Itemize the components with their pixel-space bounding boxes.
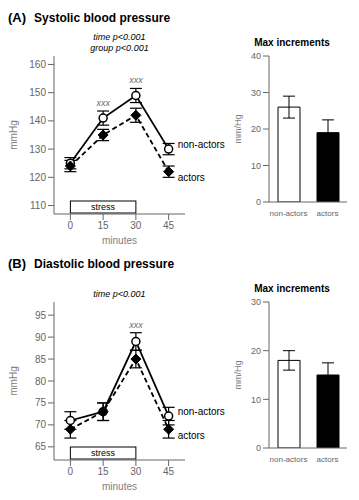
html-text:Diastolic blood pressure: Diastolic blood pressure xyxy=(34,257,175,271)
html-text:Max increments: Max increments xyxy=(254,283,330,294)
svg-text:80: 80 xyxy=(35,376,47,387)
svg-text:non-actors: non-actors xyxy=(178,406,225,417)
svg-text:65: 65 xyxy=(35,441,47,452)
html-text:(B): (B) xyxy=(8,256,26,271)
svg-text:0: 0 xyxy=(256,197,261,207)
svg-text:130: 130 xyxy=(29,144,46,155)
svg-text:non-actors: non-actors xyxy=(178,139,225,150)
svg-text:minutes: minutes xyxy=(102,481,137,492)
svg-text:75: 75 xyxy=(35,397,47,408)
svg-text:30: 30 xyxy=(251,88,261,98)
svg-text:minutes: minutes xyxy=(102,235,137,246)
svg-text:70: 70 xyxy=(35,419,47,430)
svg-text:actors: actors xyxy=(178,172,205,183)
svg-text:110: 110 xyxy=(30,200,46,211)
svg-text:10: 10 xyxy=(251,395,261,405)
svg-text:160: 160 xyxy=(29,59,46,70)
svg-text:15: 15 xyxy=(98,220,110,231)
svg-text:non-actors: non-actors xyxy=(270,209,308,218)
svg-text:time p<0.001: time p<0.001 xyxy=(93,289,145,299)
svg-text:10: 10 xyxy=(251,161,261,171)
svg-text:45: 45 xyxy=(163,466,175,477)
svg-text:90: 90 xyxy=(35,332,47,343)
svg-text:xxx: xxx xyxy=(128,320,143,330)
svg-text:0: 0 xyxy=(68,466,74,477)
svg-text:mmHg: mmHg xyxy=(8,366,19,395)
svg-text:45: 45 xyxy=(163,220,175,231)
svg-text:40: 40 xyxy=(251,51,261,61)
svg-text:mm/Hg: mm/Hg xyxy=(233,115,243,144)
html-text:Max increments: Max increments xyxy=(254,37,330,48)
svg-text:time p<0.001group p<0.001: time p<0.001group p<0.001 xyxy=(90,32,148,53)
svg-text:0: 0 xyxy=(68,220,74,231)
svg-text:0: 0 xyxy=(256,443,261,453)
svg-text:stress: stress xyxy=(91,202,116,212)
svg-text:20: 20 xyxy=(251,346,261,356)
svg-text:15: 15 xyxy=(98,466,110,477)
svg-text:actors: actors xyxy=(178,430,205,441)
svg-text:150: 150 xyxy=(29,87,46,98)
svg-text:stress: stress xyxy=(91,448,116,458)
svg-text:20: 20 xyxy=(251,124,261,134)
svg-text:non-actors: non-actors xyxy=(270,455,308,464)
svg-text:actors: actors xyxy=(317,209,339,218)
svg-text:30: 30 xyxy=(251,297,261,307)
svg-text:mm/Hg: mm/Hg xyxy=(233,361,243,390)
svg-text:xxx: xxx xyxy=(128,75,143,85)
html-text:(A): (A) xyxy=(8,10,26,25)
svg-text:xxx: xxx xyxy=(95,98,110,108)
svg-text:actors: actors xyxy=(317,455,339,464)
html-text:Systolic blood pressure: Systolic blood pressure xyxy=(34,11,171,25)
svg-text:140: 140 xyxy=(29,115,46,126)
svg-text:95: 95 xyxy=(35,310,47,321)
svg-text:mmHg: mmHg xyxy=(8,120,19,149)
svg-text:120: 120 xyxy=(29,172,46,183)
svg-text:85: 85 xyxy=(35,354,47,365)
svg-text:30: 30 xyxy=(130,220,142,231)
svg-text:30: 30 xyxy=(130,466,142,477)
